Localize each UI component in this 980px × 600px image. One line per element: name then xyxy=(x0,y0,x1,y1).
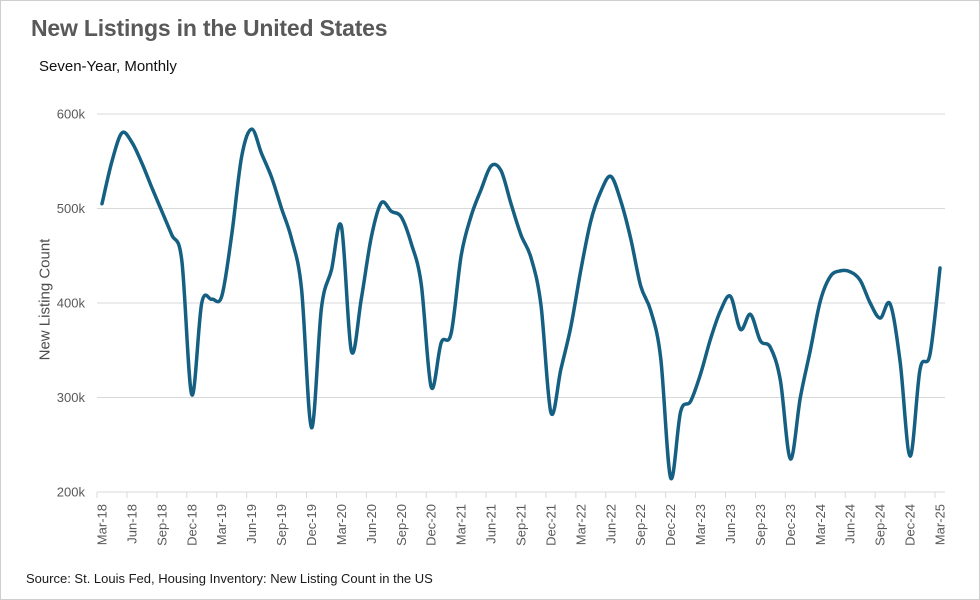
x-tick-label: Sep-24 xyxy=(873,504,888,546)
x-tick-label: Jun-18 xyxy=(124,504,139,544)
y-tick-label: 500k xyxy=(57,201,86,216)
y-tick-label: 300k xyxy=(57,390,86,405)
x-tick-label: Jun-22 xyxy=(603,504,618,544)
x-tick-label: Mar-19 xyxy=(214,504,229,545)
x-tick-label: Mar-25 xyxy=(933,504,948,545)
y-tick-label: 200k xyxy=(57,485,86,500)
x-tick-label: Jun-21 xyxy=(484,504,499,544)
x-tick-label: Dec-20 xyxy=(424,504,439,546)
x-tick-label: Mar-18 xyxy=(94,504,109,545)
chart-title: New Listings in the United States xyxy=(31,15,388,41)
x-tick-label: Jun-23 xyxy=(723,504,738,544)
x-tick-label: Dec-24 xyxy=(903,504,918,546)
x-tick-label: Dec-18 xyxy=(184,504,199,546)
x-tick-label: Mar-22 xyxy=(573,504,588,545)
x-tick-label: Jun-24 xyxy=(843,504,858,544)
x-tick-label: Dec-19 xyxy=(304,504,319,546)
x-tick-label: Jun-20 xyxy=(364,504,379,544)
chart-subtitle: Seven-Year, Monthly xyxy=(39,58,177,75)
x-tick-label: Dec-22 xyxy=(663,504,678,546)
x-tick-label: Mar-20 xyxy=(334,504,349,545)
x-tick-label: Dec-23 xyxy=(783,504,798,546)
x-tick-label: Dec-21 xyxy=(543,504,558,546)
x-tick-label: Mar-23 xyxy=(693,504,708,545)
series-line xyxy=(100,127,942,481)
y-tick-label: 600k xyxy=(57,107,86,122)
x-tick-label: Sep-20 xyxy=(394,504,409,546)
x-tick-label: Mar-21 xyxy=(454,504,469,545)
x-tick-label: Sep-21 xyxy=(514,504,529,546)
x-tick-label: Sep-18 xyxy=(154,504,169,546)
x-tick-label: Sep-19 xyxy=(274,504,289,546)
source-note: Source: St. Louis Fed, Housing Inventory… xyxy=(26,571,433,586)
x-tick-label: Jun-19 xyxy=(244,504,259,544)
x-tick-label: Mar-24 xyxy=(813,504,828,545)
y-tick-label: 400k xyxy=(57,296,86,311)
x-tick-label: Sep-22 xyxy=(633,504,648,546)
x-tick-label: Sep-23 xyxy=(753,504,768,546)
